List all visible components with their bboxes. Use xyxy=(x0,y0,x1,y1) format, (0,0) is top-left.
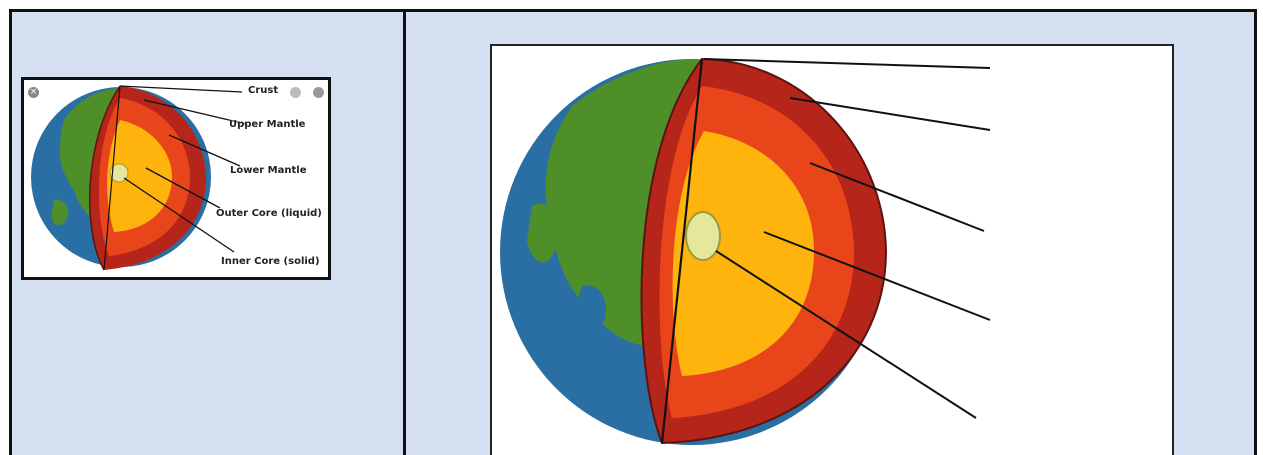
close-icon[interactable]: × xyxy=(28,87,39,98)
leader-outer-core xyxy=(145,167,221,209)
label-inner-core: Inner Core (solid) xyxy=(221,256,320,267)
large-earth-svg xyxy=(500,57,991,445)
leader-outer-core xyxy=(763,231,991,321)
leader-upper-mantle xyxy=(143,99,247,125)
large-land-2 xyxy=(527,203,558,263)
small-inner-core xyxy=(109,163,129,183)
label-upper-mantle: Upper Mantle xyxy=(229,119,306,130)
large-inner-core xyxy=(685,211,721,261)
label-outer-core: Outer Core (liquid) xyxy=(216,208,322,219)
window-dot-icon[interactable] xyxy=(313,87,324,98)
blank-diagram xyxy=(490,44,1174,455)
large-outer-core xyxy=(672,131,814,376)
large-sea xyxy=(573,285,606,337)
leader-inner-core xyxy=(123,177,235,253)
label-crust: Crust xyxy=(248,85,279,96)
leader-upper-mantle xyxy=(789,97,991,131)
leader-lower-mantle xyxy=(168,134,241,167)
leader-crust xyxy=(703,58,991,69)
column-divider xyxy=(403,9,406,455)
leader-crust xyxy=(119,85,243,93)
small-earth-svg xyxy=(31,85,247,271)
leader-lower-mantle xyxy=(809,162,985,232)
leader-inner-core xyxy=(715,250,977,419)
small-outer-core xyxy=(107,120,172,232)
window-dot-icon[interactable] xyxy=(290,87,301,98)
reference-diagram: × Crust Upper Mantle Lower Mantle Outer … xyxy=(21,77,331,280)
label-lower-mantle: Lower Mantle xyxy=(230,165,307,176)
small-land-2 xyxy=(51,199,69,226)
